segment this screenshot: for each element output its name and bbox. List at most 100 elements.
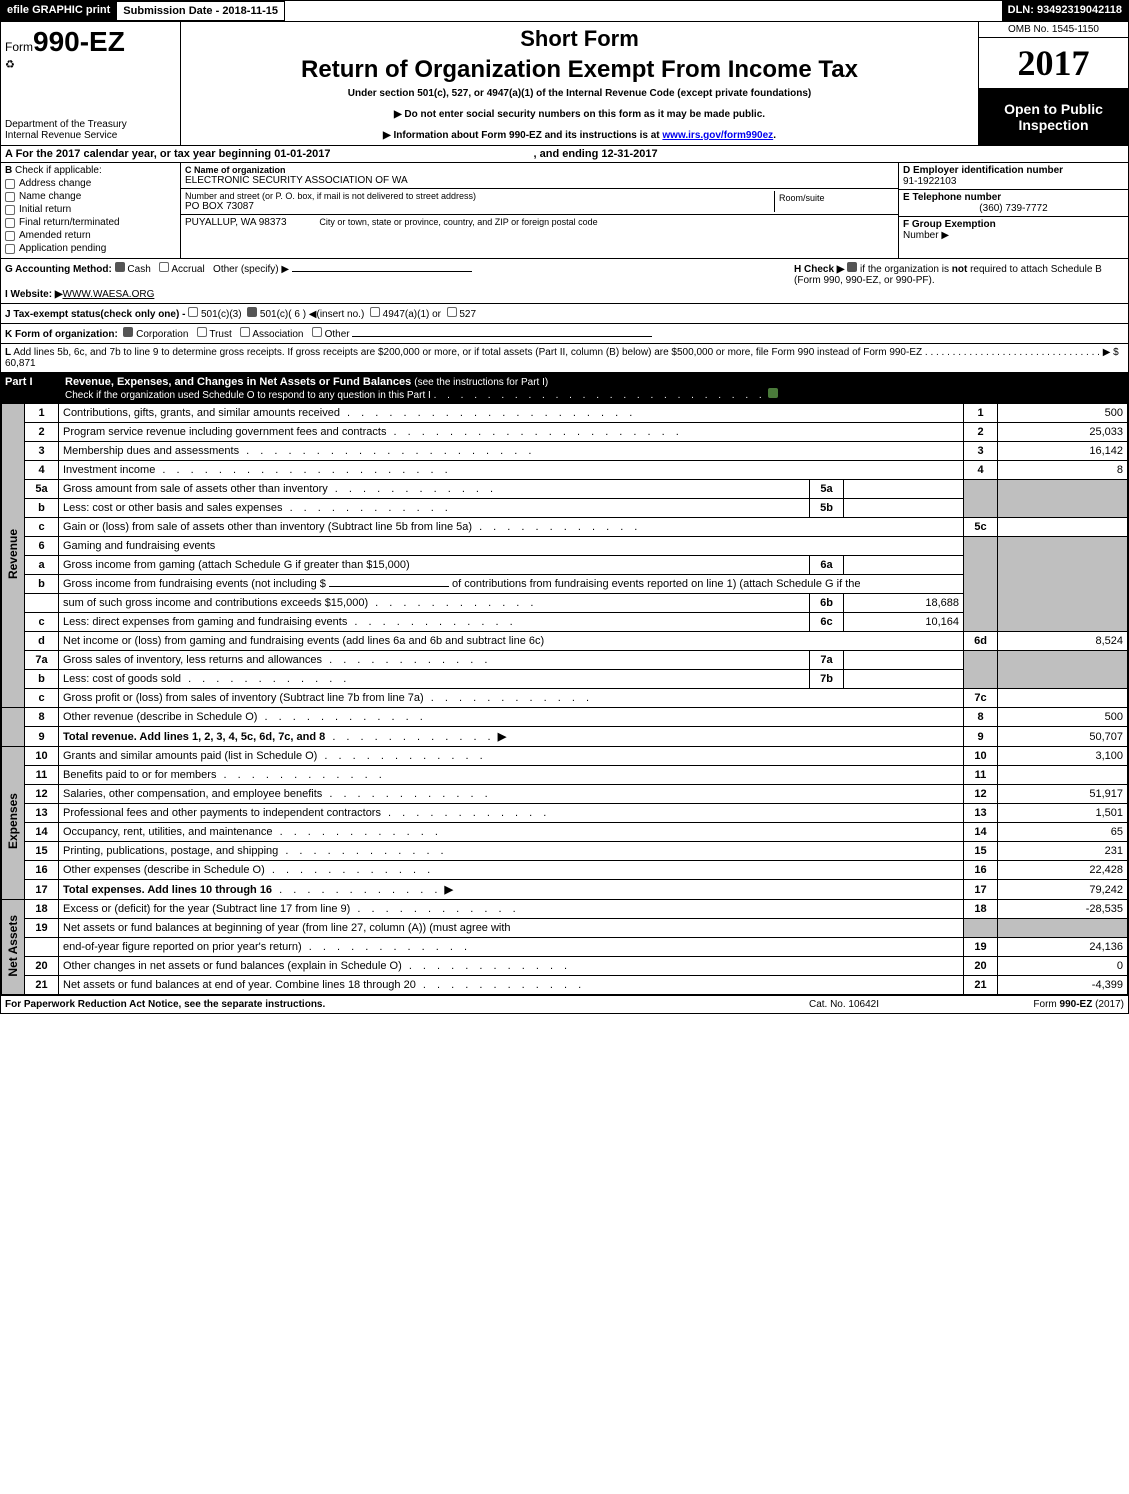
line-amt: 3,100 (998, 747, 1128, 766)
cb-4947-icon (370, 307, 380, 317)
c-city-row: PUYALLUP, WA 98373 City or town, state o… (181, 215, 898, 230)
line-desc: Gross profit or (loss) from sales of inv… (59, 689, 964, 708)
cb-cash-icon (115, 262, 125, 272)
line-num: 13 (25, 804, 59, 823)
line-num: 14 (25, 823, 59, 842)
line-num: b (25, 670, 59, 689)
website-link[interactable]: WWW.WAESA.ORG (63, 289, 155, 300)
line-desc: Other changes in net assets or fund bala… (59, 957, 964, 976)
sub-amt (844, 499, 964, 518)
room-suite: Room/suite (774, 191, 894, 212)
d-tel: E Telephone number (360) 739-7772 (899, 190, 1128, 217)
city-label: City or town, state or province, country… (319, 217, 597, 227)
cb-initial-return[interactable]: Initial return (5, 204, 176, 215)
line-desc: Gaming and fundraising events (59, 537, 964, 556)
desc-text: Less: direct expenses from gaming and fu… (63, 616, 347, 628)
line-6b: sum of such gross income and contributio… (2, 594, 1128, 613)
sub-box: 7b (810, 670, 844, 689)
cb-label: Amended return (19, 230, 91, 241)
cb-application-pending[interactable]: Application pending (5, 243, 176, 254)
cb-amended-return[interactable]: Amended return (5, 230, 176, 241)
line-num: 16 (25, 861, 59, 880)
footer-left: For Paperwork Reduction Act Notice, see … (5, 999, 744, 1010)
ein-label: D Employer identification number (903, 165, 1063, 176)
line-num: 19 (25, 919, 59, 938)
cb-label: Name change (19, 191, 81, 202)
row-k: K Form of organization: Corporation Trus… (1, 324, 1128, 344)
irs-link[interactable]: www.irs.gov/form990ez (662, 130, 773, 141)
line-desc: Program service revenue including govern… (59, 423, 964, 442)
cb-h-icon (847, 262, 857, 272)
line-num: 12 (25, 785, 59, 804)
line-box: 6d (964, 632, 998, 651)
shaded-cell (964, 919, 998, 938)
line-12: 12 Salaries, other compensation, and emp… (2, 785, 1128, 804)
line-box: 20 (964, 957, 998, 976)
line-num: 15 (25, 842, 59, 861)
footer-right-pre: Form (1033, 999, 1059, 1010)
line-2: 2 Program service revenue including gove… (2, 423, 1128, 442)
desc-text: Less: cost of goods sold (63, 673, 181, 685)
line-5c: c Gain or (loss) from sale of assets oth… (2, 518, 1128, 537)
expenses-side-text: Expenses (6, 793, 20, 849)
row-j: J Tax-exempt status(check only one) - 50… (1, 304, 1128, 324)
line-box: 8 (964, 708, 998, 727)
cb-accrual-icon (159, 262, 169, 272)
line-6c: c Less: direct expenses from gaming and … (2, 613, 1128, 632)
cb-527-icon (447, 307, 457, 317)
line-desc: Excess or (deficit) for the year (Subtra… (59, 900, 964, 919)
room-label: Room/suite (779, 193, 890, 203)
header-center: Short Form Return of Organization Exempt… (181, 22, 978, 145)
omb-number: OMB No. 1545-1150 (979, 22, 1128, 38)
cb-label: Application pending (19, 243, 106, 254)
desc-text: Other expenses (describe in Schedule O) (63, 864, 265, 876)
line-num: 11 (25, 766, 59, 785)
line-box: 10 (964, 747, 998, 766)
line-num (25, 938, 59, 957)
top-bar: efile GRAPHIC print Submission Date - 20… (1, 1, 1128, 22)
line-box: 11 (964, 766, 998, 785)
line-num: 2 (25, 423, 59, 442)
line-desc: Contributions, gifts, grants, and simila… (59, 404, 964, 423)
arrow-icon: ▶ (498, 731, 506, 743)
line-box: 19 (964, 938, 998, 957)
sub-amt (844, 651, 964, 670)
line-5b: b Less: cost or other basis and sales ex… (2, 499, 1128, 518)
sub-amt: 18,688 (844, 594, 964, 613)
desc-text: Total expenses. Add lines 10 through 16 (63, 884, 272, 896)
i-label: I Website: ▶ (5, 289, 63, 300)
notice-info-pre: ▶ Information about Form 990-EZ and its … (383, 130, 662, 141)
line-19b: end-of-year figure reported on prior yea… (2, 938, 1128, 957)
part1-label: Part I (5, 376, 65, 401)
footer-cat: Cat. No. 10642I (744, 999, 944, 1010)
line-desc: Occupancy, rent, utilities, and maintena… (59, 823, 964, 842)
cb-final-return[interactable]: Final return/terminated (5, 217, 176, 228)
shaded-cell (998, 537, 1128, 632)
line-7c: c Gross profit or (loss) from sales of i… (2, 689, 1128, 708)
recycle-icon: ♻ (5, 58, 176, 71)
line-7a: 7a Gross sales of inventory, less return… (2, 651, 1128, 670)
cb-name-change[interactable]: Name change (5, 191, 176, 202)
line-4: 4 Investment income 4 8 (2, 461, 1128, 480)
part1-header: Part I Revenue, Expenses, and Changes in… (1, 374, 1128, 403)
desc-text: Professional fees and other payments to … (63, 807, 381, 819)
line-amt: -28,535 (998, 900, 1128, 919)
line-box: 14 (964, 823, 998, 842)
group-sub: Number ▶ (903, 230, 1124, 241)
row-a-begin: A For the 2017 calendar year, or tax yea… (5, 148, 330, 160)
part1-check-text: Check if the organization used Schedule … (65, 390, 431, 401)
g-cash: Cash (127, 264, 150, 275)
line-box: 3 (964, 442, 998, 461)
arrow-icon: ▶ (444, 884, 452, 896)
line-desc: Benefits paid to or for members (59, 766, 964, 785)
short-form-title: Short Form (189, 26, 970, 52)
b-label: B Check if applicable: (5, 165, 176, 176)
sub-amt (844, 480, 964, 499)
line-amt: 8,524 (998, 632, 1128, 651)
group-label: F Group Exemption (903, 219, 996, 230)
form-number-block: Form990-EZ ♻ (5, 26, 176, 71)
cb-address-change[interactable]: Address change (5, 178, 176, 189)
line-desc: Grants and similar amounts paid (list in… (59, 747, 964, 766)
line-num: 5a (25, 480, 59, 499)
cb-schedule-o-icon (768, 388, 778, 398)
